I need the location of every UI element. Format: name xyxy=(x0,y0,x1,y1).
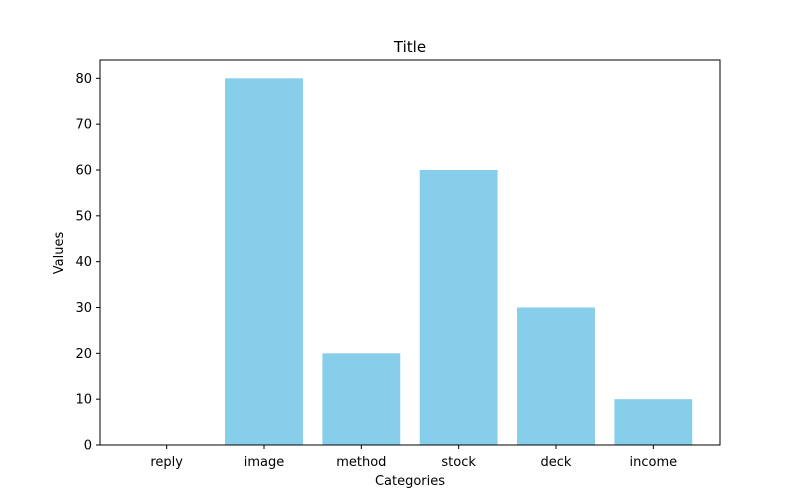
bar-income xyxy=(614,399,693,445)
bar-deck xyxy=(517,307,595,445)
bar-image xyxy=(225,78,303,445)
x-tick-label: method xyxy=(336,455,386,470)
y-axis-ticks: 0 10 20 30 40 50 60 70 80 xyxy=(75,72,100,454)
y-tick-label: 60 xyxy=(75,164,92,179)
y-tick-label: 30 xyxy=(75,301,92,316)
y-tick-label: 50 xyxy=(75,209,92,224)
y-axis-label: Values xyxy=(52,232,67,275)
x-tick-label: image xyxy=(244,455,285,470)
x-tick-label: reply xyxy=(150,455,183,470)
y-tick-label: 70 xyxy=(75,118,92,133)
x-tick-label: deck xyxy=(541,455,572,470)
x-axis-label: Categories xyxy=(375,474,445,489)
chart-title: Title xyxy=(393,38,426,56)
y-tick-label: 0 xyxy=(84,439,92,454)
x-tick-label: income xyxy=(630,455,678,470)
x-axis-ticks: reply image method stock deck income xyxy=(150,445,677,470)
bar-method xyxy=(322,353,401,445)
bar-stock xyxy=(419,170,498,445)
y-tick-label: 80 xyxy=(75,72,92,87)
plot-frame xyxy=(99,59,721,446)
bars-layer xyxy=(225,78,693,445)
y-tick-label: 10 xyxy=(75,393,92,408)
x-tick-label: stock xyxy=(441,455,476,470)
y-tick-label: 40 xyxy=(75,255,92,270)
y-tick-label: 20 xyxy=(75,347,92,362)
